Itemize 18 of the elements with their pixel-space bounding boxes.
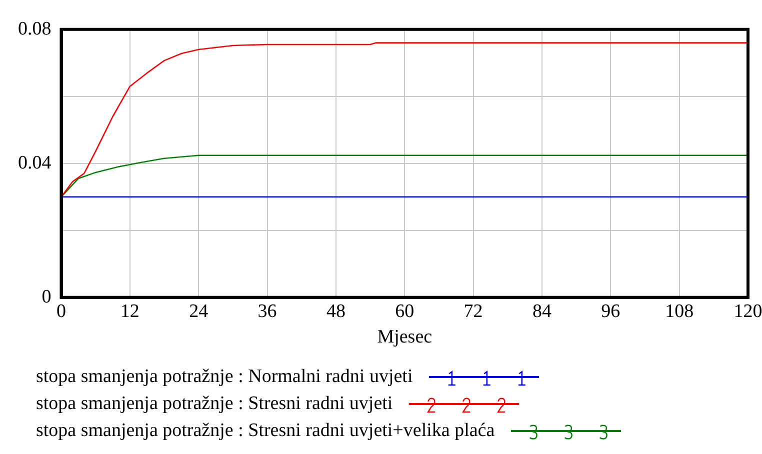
x-tick-label: 60: [395, 300, 414, 322]
y-tick-label: 0: [42, 286, 52, 308]
x-tick-label: 108: [665, 300, 694, 322]
x-tick-label: 36: [258, 300, 277, 322]
x-tick-label: 120: [734, 300, 762, 322]
x-tick-label: 96: [601, 300, 620, 322]
x-tick-label: 0: [56, 300, 66, 322]
x-tick-label: 72: [464, 300, 483, 322]
x-axis-title: Mjesec: [377, 326, 432, 348]
y-tick-label: 0.04: [18, 152, 52, 174]
x-tick-label: 48: [326, 300, 346, 322]
legend-label: stopa smanjenja potražnje : Normalni radni uvjeti: [36, 365, 413, 389]
x-tick-label: 24: [189, 300, 209, 322]
legend-label: stopa smanjenja potražnje : Stresni radni uvjeti+velika plaća: [36, 419, 495, 443]
legend-label: stopa smanjenja potražnje : Stresni radni uvjeti: [36, 392, 393, 416]
x-tick-label: 84: [532, 300, 552, 322]
x-tick-label: 12: [120, 300, 140, 322]
y-tick-label: 0.08: [18, 18, 52, 40]
